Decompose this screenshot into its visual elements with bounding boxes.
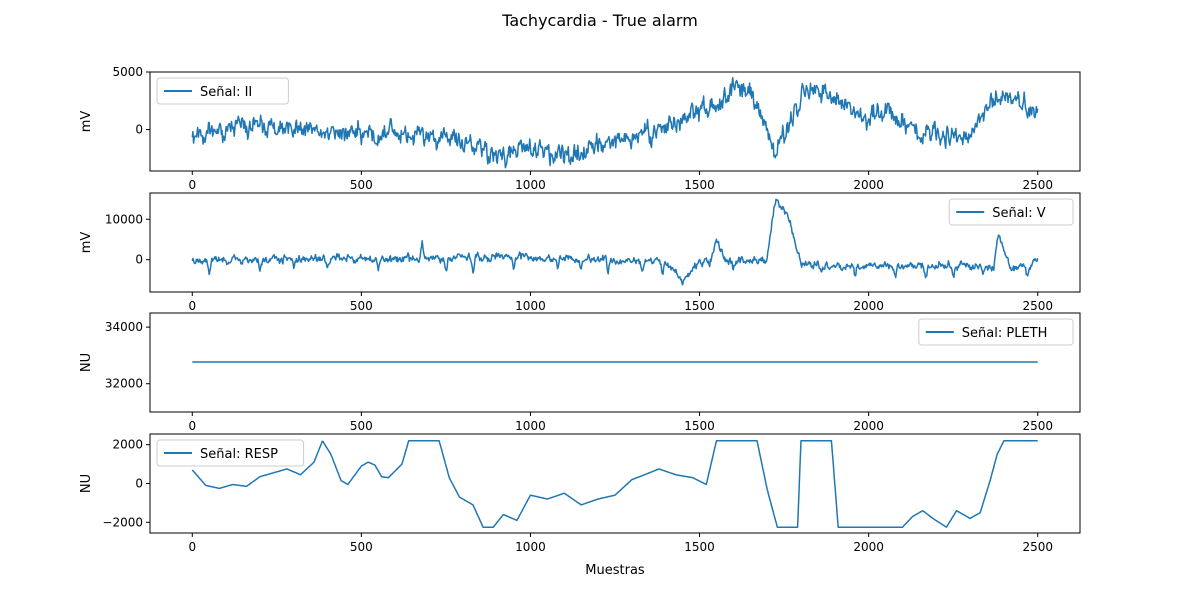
x-tick-label: 2000 bbox=[853, 178, 884, 192]
subplot-2: 0 500 1000 1500 2000 2500 0 10000 mV Señal: V bbox=[79, 192, 1081, 313]
x-tick-label: 500 bbox=[350, 540, 373, 554]
chart-title: Tachycardia - True alarm bbox=[501, 11, 698, 30]
x-tick-label: 0 bbox=[188, 299, 196, 313]
x-tick-label: 1500 bbox=[684, 299, 715, 313]
axes-frame bbox=[149, 312, 1081, 413]
legend: Señal: V bbox=[948, 198, 1074, 226]
x-tick-label: 500 bbox=[350, 419, 373, 433]
series-line bbox=[191, 440, 1038, 528]
y-tick-label: 0 bbox=[135, 477, 143, 491]
x-axis-label: Muestras bbox=[585, 563, 645, 578]
y-axis-label: NU bbox=[79, 353, 94, 372]
series-line bbox=[191, 76, 1039, 169]
y-tick-label: 0 bbox=[135, 253, 143, 267]
x-tick-label: 500 bbox=[350, 299, 373, 313]
x-tick-label: 2500 bbox=[1022, 419, 1053, 433]
legend: Señal: II bbox=[156, 77, 289, 105]
y-tick-label: 0 bbox=[135, 123, 143, 137]
x-tick-label: 500 bbox=[350, 178, 373, 192]
x-tick-label: 2000 bbox=[853, 540, 884, 554]
x-tick-label: 2500 bbox=[1022, 178, 1053, 192]
x-tick-label: 1500 bbox=[684, 178, 715, 192]
x-tick-label: 1500 bbox=[684, 419, 715, 433]
legend-label: Señal: PLETH bbox=[962, 326, 1048, 341]
y-axis-label: mV bbox=[79, 232, 94, 254]
subplot-3: 0 500 1000 1500 2000 2500 32000 34000 NU Señal: P… bbox=[79, 312, 1081, 433]
y-tick-label: 2000 bbox=[112, 438, 143, 452]
axes-frame bbox=[149, 192, 1081, 293]
x-tick-label: 0 bbox=[188, 540, 196, 554]
x-tick-label: 1000 bbox=[515, 419, 546, 433]
x-tick-label: 0 bbox=[188, 178, 196, 192]
legend: Señal: PLETH bbox=[918, 318, 1074, 346]
x-tick-label: 1000 bbox=[515, 178, 546, 192]
series-line bbox=[191, 198, 1039, 286]
legend-label: Señal: V bbox=[992, 206, 1046, 221]
x-tick-label: 1000 bbox=[515, 299, 546, 313]
y-tick-label: 5000 bbox=[112, 65, 143, 79]
legend-label: Señal: RESP bbox=[200, 447, 278, 462]
subplot-1: 0 500 1000 1500 2000 2500 0 5000 mV Señal: II bbox=[79, 65, 1081, 192]
y-tick-label: 32000 bbox=[105, 377, 143, 391]
x-tick-label: 2000 bbox=[853, 419, 884, 433]
x-tick-label: 1500 bbox=[684, 540, 715, 554]
x-tick-label: 0 bbox=[188, 419, 196, 433]
x-tick-label: 1000 bbox=[515, 540, 546, 554]
y-axis-label: mV bbox=[79, 111, 94, 133]
x-tick-label: 2500 bbox=[1022, 299, 1053, 313]
x-tick-label: 2500 bbox=[1022, 540, 1053, 554]
y-tick-label: 10000 bbox=[105, 212, 143, 226]
axes-frame bbox=[149, 71, 1081, 172]
x-tick-label: 2000 bbox=[853, 299, 884, 313]
y-axis-label: NU bbox=[79, 474, 94, 493]
y-tick-label: 34000 bbox=[105, 320, 143, 334]
y-tick-label: −2000 bbox=[102, 515, 143, 529]
legend: Señal: RESP bbox=[156, 439, 305, 467]
subplot-4: 0 500 1000 1500 2000 2500 −2000 0 2000 NU Señal: R… bbox=[79, 433, 1081, 554]
legend-label: Señal: II bbox=[200, 85, 252, 100]
